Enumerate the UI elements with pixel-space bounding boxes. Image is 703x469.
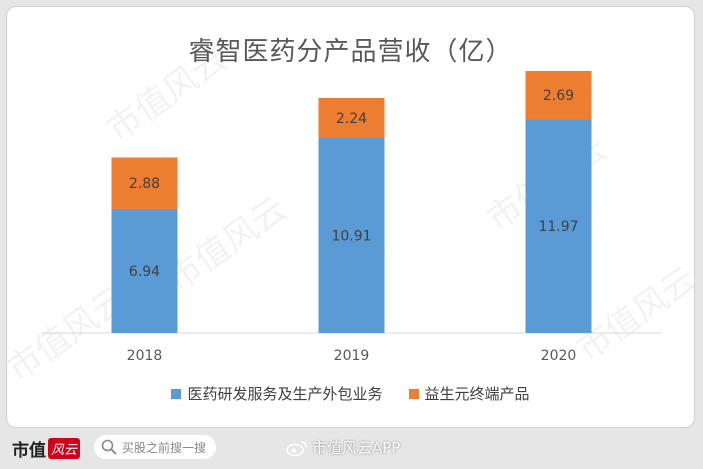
legend-label-0: 医药研发服务及生产外包业务 [187,385,383,403]
legend-label-1: 益生元终端产品 [424,385,530,403]
bar-2020-series-1 [525,70,592,120]
bar-2020-series-0 [525,119,592,333]
legend-swatch-0 [171,388,182,399]
search-icon [101,439,117,455]
bar-2018-series-0 [111,208,178,333]
legend-swatch-1 [408,388,419,399]
data-label-2020-series-0: 11.97 [538,219,578,235]
weibo-icon [286,440,307,456]
x-tick-label-2020: 2020 [541,348,577,364]
chart-card: 市值风云 市值风云 市值风云 市值风云 市值风云 睿智医药分产品营收（亿） 6.… [6,6,695,428]
data-label-2020-series-1: 2.69 [543,88,574,104]
data-label-2019-series-0: 10.91 [331,228,371,244]
bar-2019-series-1 [318,97,385,138]
search-placeholder: 买股之前搜一搜 [122,440,207,455]
chart-title: 睿智医药分产品营收（亿） [188,37,513,67]
brand-logo: 市值 风云 [12,436,81,461]
bar-2019-series-0 [318,137,385,333]
app-tag: 市值风云APP [286,437,400,458]
brand-mark: 风云 [48,438,81,459]
x-tick-label-2018: 2018 [127,348,163,364]
legend-item-0: 医药研发服务及生产外包业务 [171,383,383,404]
chart-plot: 6.94 2.88 2018 10.91 2.24 2019 11.97 2.69 2020 [41,70,662,364]
x-tick-label-2019: 2019 [334,348,370,364]
bar-2018-series-1 [111,157,178,209]
search-box[interactable]: 买股之前搜一搜 [94,435,216,459]
data-label-2018-series-0: 6.94 [129,264,160,280]
footer-bar: 市值 风云 买股之前搜一搜 市值风云APP [0,428,703,469]
data-label-2018-series-1: 2.88 [129,176,160,192]
app-tag-label: 市值风云APP [312,439,401,457]
legend-item-1: 益生元终端产品 [408,383,530,404]
data-label-2019-series-1: 2.24 [336,111,367,127]
brand-text: 市值 [12,441,46,461]
chart-legend: 医药研发服务及生产外包业务 益生元终端产品 [7,383,694,404]
